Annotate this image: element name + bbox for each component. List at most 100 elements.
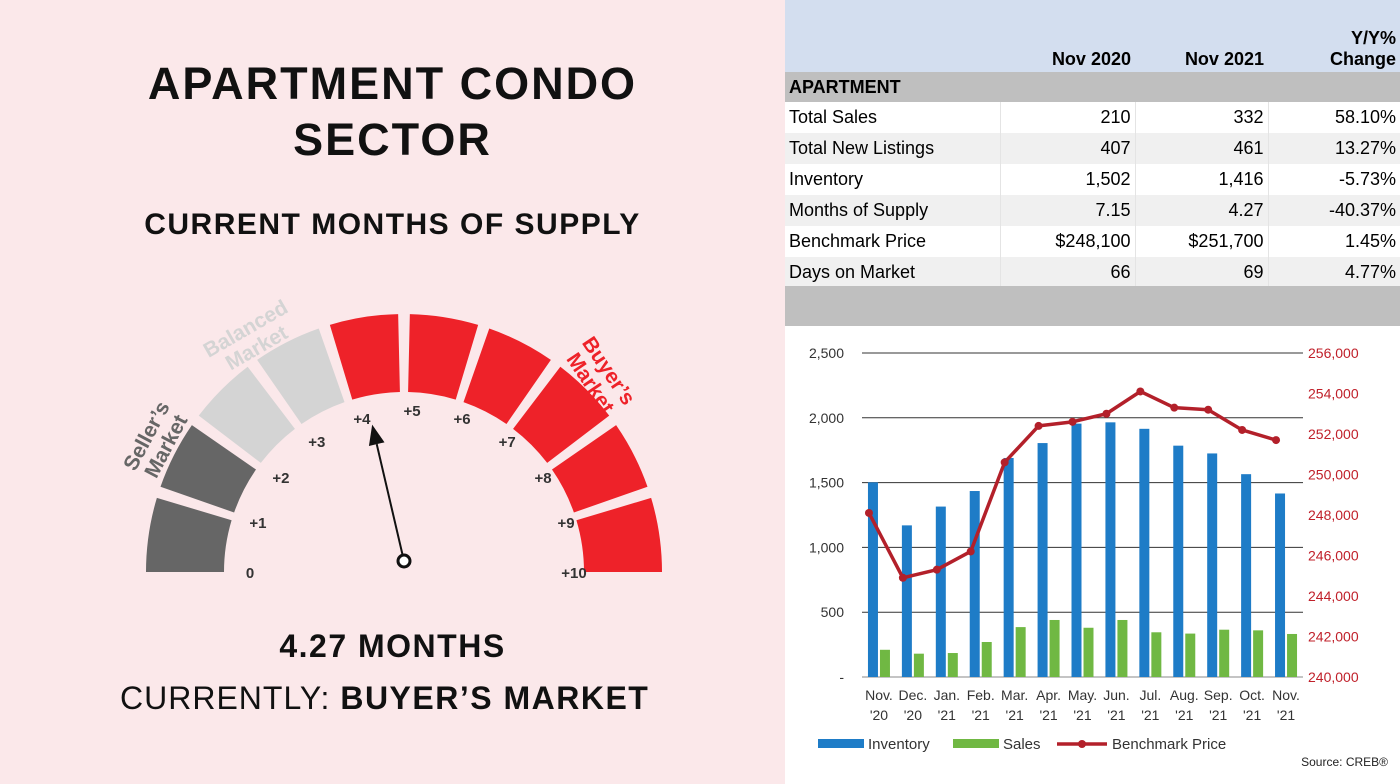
y-left-tick-label: 500 xyxy=(821,604,845,620)
table-row: Benchmark Price $248,100 $251,700 1.45% xyxy=(785,226,1400,257)
sales-bar xyxy=(1083,627,1094,677)
sales-bar xyxy=(879,649,890,677)
table-row: Total New Listings 407 461 13.27% xyxy=(785,133,1400,164)
x-tick-label: Jul. '21 xyxy=(1139,687,1161,723)
header-change-line2: Change xyxy=(1329,49,1396,69)
x-tick-label: Dec. '20 xyxy=(898,687,927,723)
sector-title-line2: SECTOR xyxy=(293,114,492,165)
gauge-segment xyxy=(463,328,551,425)
sales-bar xyxy=(981,642,992,677)
table-cell-change: 1.45% xyxy=(1268,226,1400,257)
benchmark-price-point xyxy=(864,508,873,517)
inventory-bar xyxy=(1037,443,1048,677)
x-tick-label: Aug. '21 xyxy=(1170,687,1199,723)
sales-bar xyxy=(1049,619,1060,677)
sales-bar xyxy=(947,653,958,677)
sales-bar xyxy=(913,653,924,677)
right-panel: Nov 2020 Nov 2021 Y/Y% Change APARTMENT T… xyxy=(785,0,1400,784)
inventory-bar xyxy=(901,525,912,677)
benchmark-price-point xyxy=(1170,403,1179,412)
benchmark-price-point xyxy=(1272,436,1281,445)
benchmark-price-point xyxy=(1000,458,1009,467)
header-nov2021: Nov 2021 xyxy=(1135,0,1268,72)
y-right-tick-label: 256,000 xyxy=(1308,345,1359,361)
y-left-tick-label: 2,500 xyxy=(809,345,844,361)
y-right-tick-label: 244,000 xyxy=(1308,588,1359,604)
x-tick-label: Jun. '21 xyxy=(1103,687,1129,723)
months-value: 4.27 MONTHS xyxy=(279,628,506,664)
gauge-segment xyxy=(198,366,295,463)
sales-bar xyxy=(1015,627,1026,677)
sales-bar xyxy=(1117,619,1128,677)
gauge-segment xyxy=(160,425,257,513)
header-change: Y/Y% Change xyxy=(1268,0,1400,72)
y-left-tick-label: - xyxy=(839,669,844,685)
header-nov2020: Nov 2020 xyxy=(1000,0,1135,72)
gauge-tick-label: +6 xyxy=(454,411,471,428)
gauge-segment xyxy=(513,366,610,463)
y-left-tick-label: 2,000 xyxy=(809,410,844,426)
sales-bar xyxy=(1151,632,1162,677)
table-cell-change: -5.73% xyxy=(1268,164,1400,195)
inventory-bar xyxy=(1003,457,1014,677)
gauge-segment xyxy=(146,497,232,572)
table-cell-nov2021: 461 xyxy=(1135,133,1269,164)
header-change-line1: Y/Y% xyxy=(1350,28,1396,48)
left-panel: APARTMENT CONDO SECTOR CURRENT MONTHS OF… xyxy=(0,0,785,784)
gauge-tick-label: +1 xyxy=(249,515,266,532)
table-cell-label: Inventory xyxy=(785,164,1001,195)
benchmark-price-point xyxy=(966,547,975,556)
y-left-tick-label: 1,000 xyxy=(809,539,844,555)
gauge-tick-label: +4 xyxy=(353,411,371,428)
y-right-tick-label: 246,000 xyxy=(1308,548,1359,564)
inventory-bar xyxy=(1275,493,1286,677)
x-tick-label: May. '21 xyxy=(1068,687,1097,723)
table-row: Total Sales 210 332 58.10% xyxy=(785,102,1400,133)
table-header-row: Nov 2020 Nov 2021 Y/Y% Change xyxy=(785,0,1400,72)
sales-bar xyxy=(1219,629,1230,677)
gauge-tick-label: +9 xyxy=(558,515,575,532)
x-tick-label: Oct. '21 xyxy=(1239,687,1265,723)
y-right-tick-label: 240,000 xyxy=(1308,669,1359,685)
benchmark-price-point xyxy=(1034,421,1043,430)
table-cell-nov2020: 7.15 xyxy=(1000,195,1136,226)
benchmark-price-point xyxy=(1102,409,1111,418)
source-note: Source: CREB® xyxy=(1301,755,1388,769)
benchmark-price-point xyxy=(1204,405,1213,414)
sector-title-line1: APARTMENT CONDO xyxy=(147,58,638,109)
y-right-tick-label: 242,000 xyxy=(1308,629,1359,645)
y-right-tick-label: 252,000 xyxy=(1308,426,1359,442)
benchmark-price-point xyxy=(1136,387,1145,396)
y-right-tick-label: 248,000 xyxy=(1308,507,1359,523)
table-row: Months of Supply 7.15 4.27 -40.37% xyxy=(785,195,1400,226)
legend-swatch-marker xyxy=(1078,740,1086,748)
table-cell-nov2021: $251,700 xyxy=(1135,226,1269,257)
legend-label: Inventory xyxy=(868,736,930,753)
table-cell-label: Days on Market xyxy=(785,257,1001,288)
benchmark-price-point xyxy=(1068,417,1077,426)
inventory-bar xyxy=(1241,474,1252,677)
y-right-tick-label: 250,000 xyxy=(1308,467,1359,483)
legend-swatch xyxy=(818,739,864,748)
legend-label: Benchmark Price xyxy=(1112,736,1226,753)
x-tick-label: Nov. '20 xyxy=(865,687,893,723)
gauge-tick-label: +3 xyxy=(308,434,325,451)
x-tick-label: Nov. '21 xyxy=(1272,687,1300,723)
table-cell-label: Total New Listings xyxy=(785,133,1001,164)
table-cell-label: Total Sales xyxy=(785,102,1001,133)
supply-subtitle: CURRENT MONTHS OF SUPPLY xyxy=(144,208,641,241)
gauge-pivot xyxy=(396,553,412,569)
table-cell-nov2020: 66 xyxy=(1000,257,1136,288)
inventory-bar xyxy=(935,506,946,677)
benchmark-price-point xyxy=(932,565,941,574)
gauge-needle-head xyxy=(368,424,385,446)
section-label: APARTMENT xyxy=(785,72,1400,102)
gauge-tick-label: +10 xyxy=(561,565,586,582)
gauge-segment xyxy=(329,314,400,400)
inventory-bar xyxy=(1071,423,1082,677)
table-cell-nov2021: 4.27 xyxy=(1135,195,1269,226)
inventory-bar xyxy=(969,491,980,677)
table-cell-label: Months of Supply xyxy=(785,195,1001,226)
gauge-tick-label: 0 xyxy=(246,565,254,582)
x-tick-label: Mar. '21 xyxy=(1001,687,1028,723)
